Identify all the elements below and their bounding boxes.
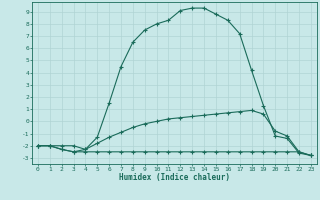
X-axis label: Humidex (Indice chaleur): Humidex (Indice chaleur) (119, 173, 230, 182)
